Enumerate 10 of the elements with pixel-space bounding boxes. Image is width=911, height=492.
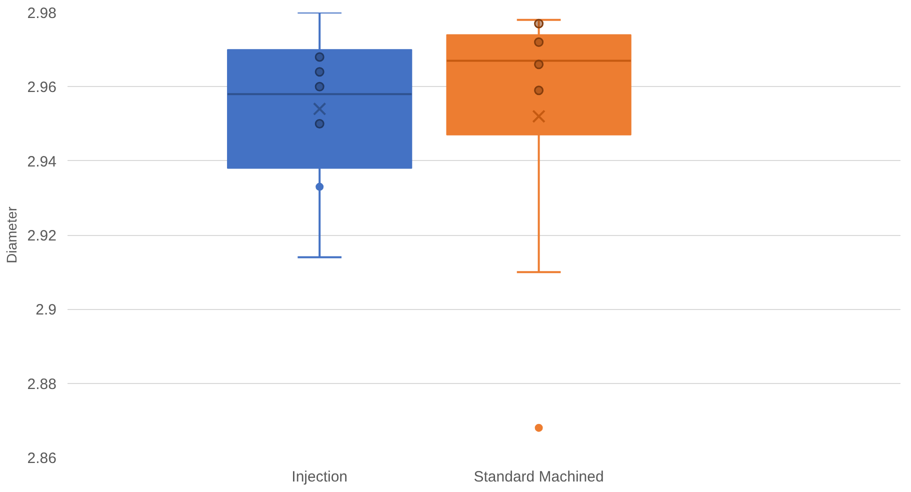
y-tick-label: 2.92 xyxy=(27,228,57,244)
y-tick-label: 2.86 xyxy=(27,450,57,467)
y-tick-label: 2.9 xyxy=(36,302,57,319)
y-tick-label: 2.98 xyxy=(27,5,57,22)
y-tick-label: 2.96 xyxy=(27,79,57,96)
y-axis-title: Diameter xyxy=(3,206,20,264)
x-tick-label: Injection xyxy=(292,468,348,486)
y-tick-label: 2.94 xyxy=(27,153,57,170)
y-tick-label: 2.88 xyxy=(27,376,57,393)
x-tick-label: Standard Machined xyxy=(474,468,604,486)
